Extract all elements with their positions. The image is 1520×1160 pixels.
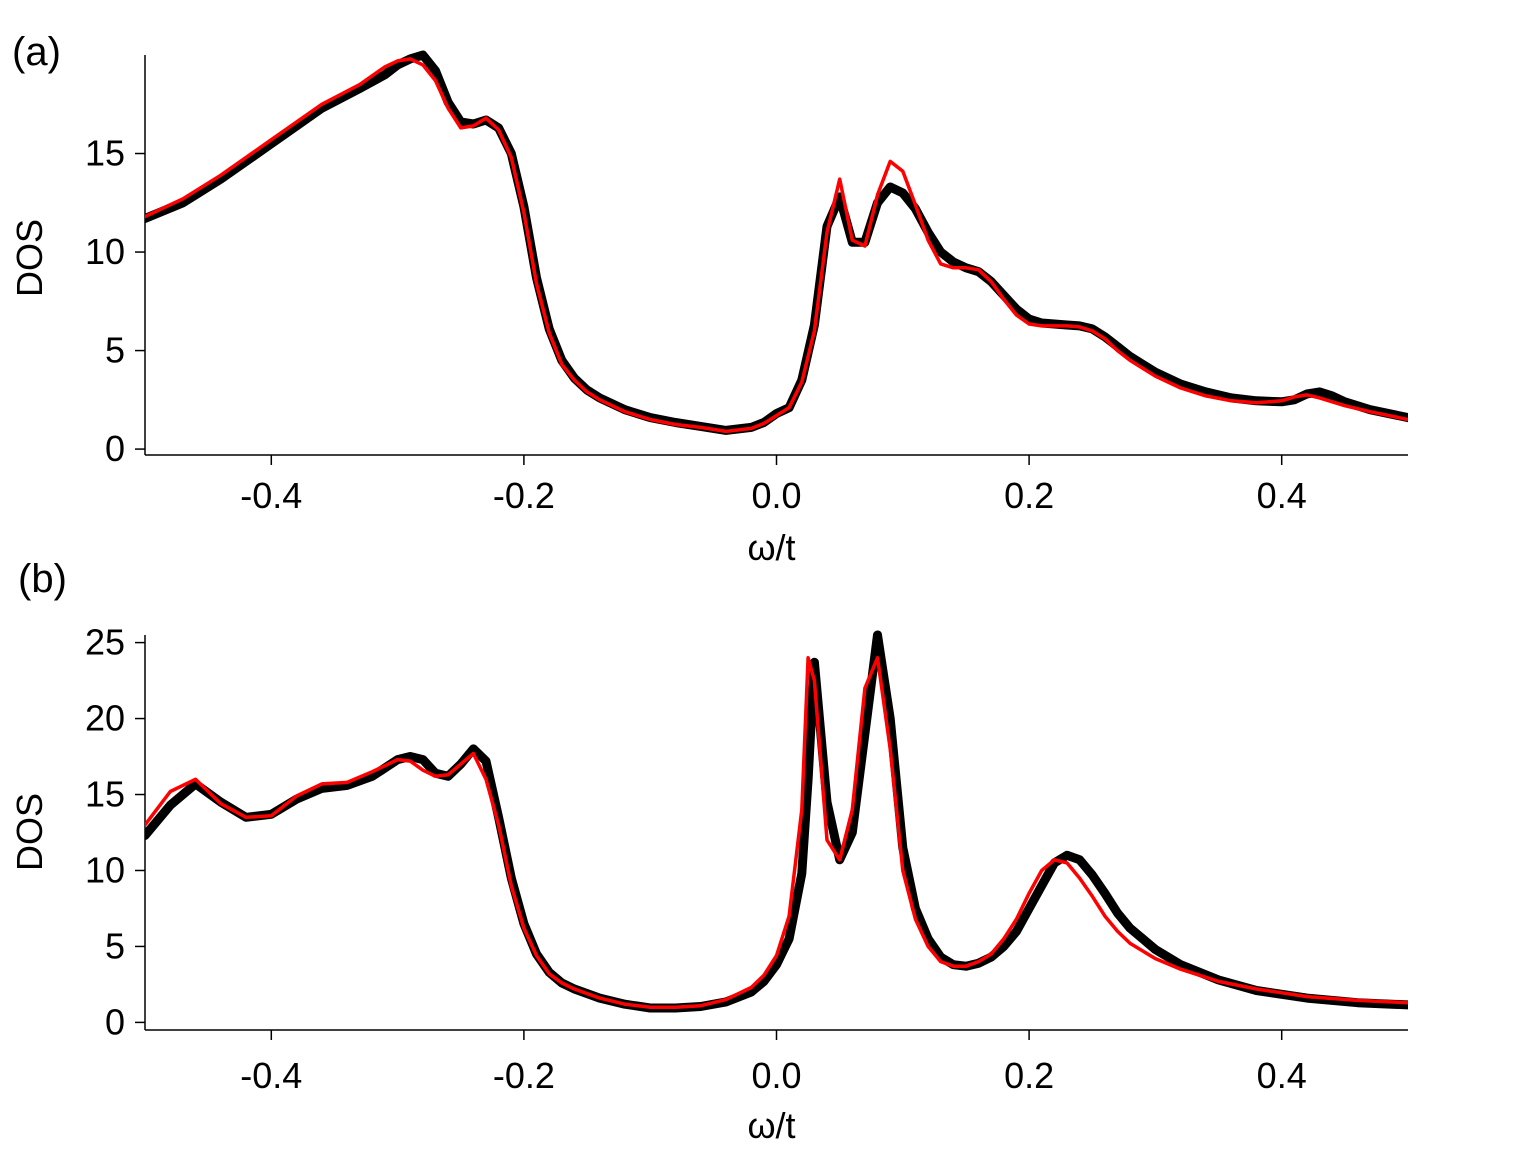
panel-label: (a) — [12, 30, 61, 74]
panel-a: (a) -0.4 -0.2 0.0 0.2 0.4 0 5 10 15 ω/t DOS — [9, 30, 1408, 568]
y-tick-label: 15 — [85, 774, 125, 815]
series-line-red — [145, 656, 1408, 1009]
x-tick-label: -0.4 — [240, 1055, 302, 1096]
y-tick-label: 5 — [105, 330, 125, 371]
x-tick-label: 0.0 — [751, 1055, 801, 1096]
y-tick-label: 25 — [85, 622, 125, 663]
x-tick-label: -0.4 — [240, 475, 302, 516]
y-tick-label: 0 — [105, 1001, 125, 1042]
x-axis-label: ω/t — [747, 527, 795, 568]
y-axis-label: DOS — [9, 793, 50, 871]
x-tick-label: -0.2 — [493, 475, 555, 516]
x-tick-label: 0.0 — [751, 475, 801, 516]
y-tick-label: 0 — [105, 428, 125, 469]
x-tick-label: 0.4 — [1257, 1055, 1307, 1096]
x-tick-label: 0.4 — [1257, 475, 1307, 516]
series-line-black — [145, 630, 1408, 1013]
y-tick-label: 10 — [85, 849, 125, 890]
y-tick-label: 5 — [105, 925, 125, 966]
series-line-red — [145, 57, 1408, 434]
y-tick-label: 10 — [85, 231, 125, 272]
series-line-black — [145, 50, 1408, 435]
panel-label: (b) — [18, 557, 67, 601]
y-tick-label: 15 — [85, 133, 125, 174]
x-tick-label: -0.2 — [493, 1055, 555, 1096]
x-tick-label: 0.2 — [1004, 1055, 1054, 1096]
x-axis-label: ω/t — [747, 1105, 795, 1146]
y-tick-label: 20 — [85, 698, 125, 739]
panel-b: (b) -0.4 -0.2 0.0 0.2 0.4 0 5 10 15 20 25 ω/t DOS — [9, 557, 1408, 1146]
x-tick-label: 0.2 — [1004, 475, 1054, 516]
y-axis-label: DOS — [9, 219, 50, 297]
